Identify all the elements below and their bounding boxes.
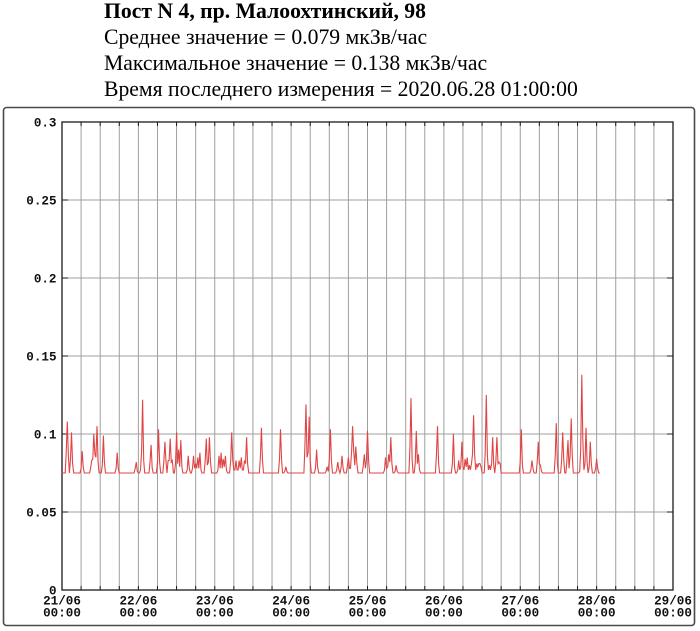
- svg-text:0.2: 0.2: [34, 273, 57, 287]
- svg-text:27/06: 27/06: [501, 595, 539, 609]
- svg-text:00:00: 00:00: [272, 607, 310, 621]
- svg-text:29/06: 29/06: [654, 595, 692, 609]
- svg-text:0.25: 0.25: [26, 195, 56, 209]
- svg-text:26/06: 26/06: [425, 595, 463, 609]
- svg-text:00:00: 00:00: [501, 607, 539, 621]
- svg-text:22/06: 22/06: [119, 595, 157, 609]
- svg-text:25/06: 25/06: [349, 595, 387, 609]
- svg-text:0: 0: [49, 585, 57, 599]
- svg-text:00:00: 00:00: [196, 607, 234, 621]
- svg-text:0.3: 0.3: [34, 117, 57, 131]
- svg-text:00:00: 00:00: [43, 607, 81, 621]
- svg-text:00:00: 00:00: [119, 607, 157, 621]
- svg-text:23/06: 23/06: [196, 595, 234, 609]
- svg-text:0.15: 0.15: [26, 351, 56, 365]
- svg-text:0.05: 0.05: [26, 507, 56, 521]
- svg-text:28/06: 28/06: [578, 595, 616, 609]
- svg-text:00:00: 00:00: [654, 607, 692, 621]
- svg-text:21/06: 21/06: [43, 595, 81, 609]
- svg-text:00:00: 00:00: [425, 607, 463, 621]
- svg-text:0.1: 0.1: [34, 429, 57, 443]
- svg-text:24/06: 24/06: [272, 595, 310, 609]
- svg-text:00:00: 00:00: [578, 607, 616, 621]
- svg-text:00:00: 00:00: [349, 607, 387, 621]
